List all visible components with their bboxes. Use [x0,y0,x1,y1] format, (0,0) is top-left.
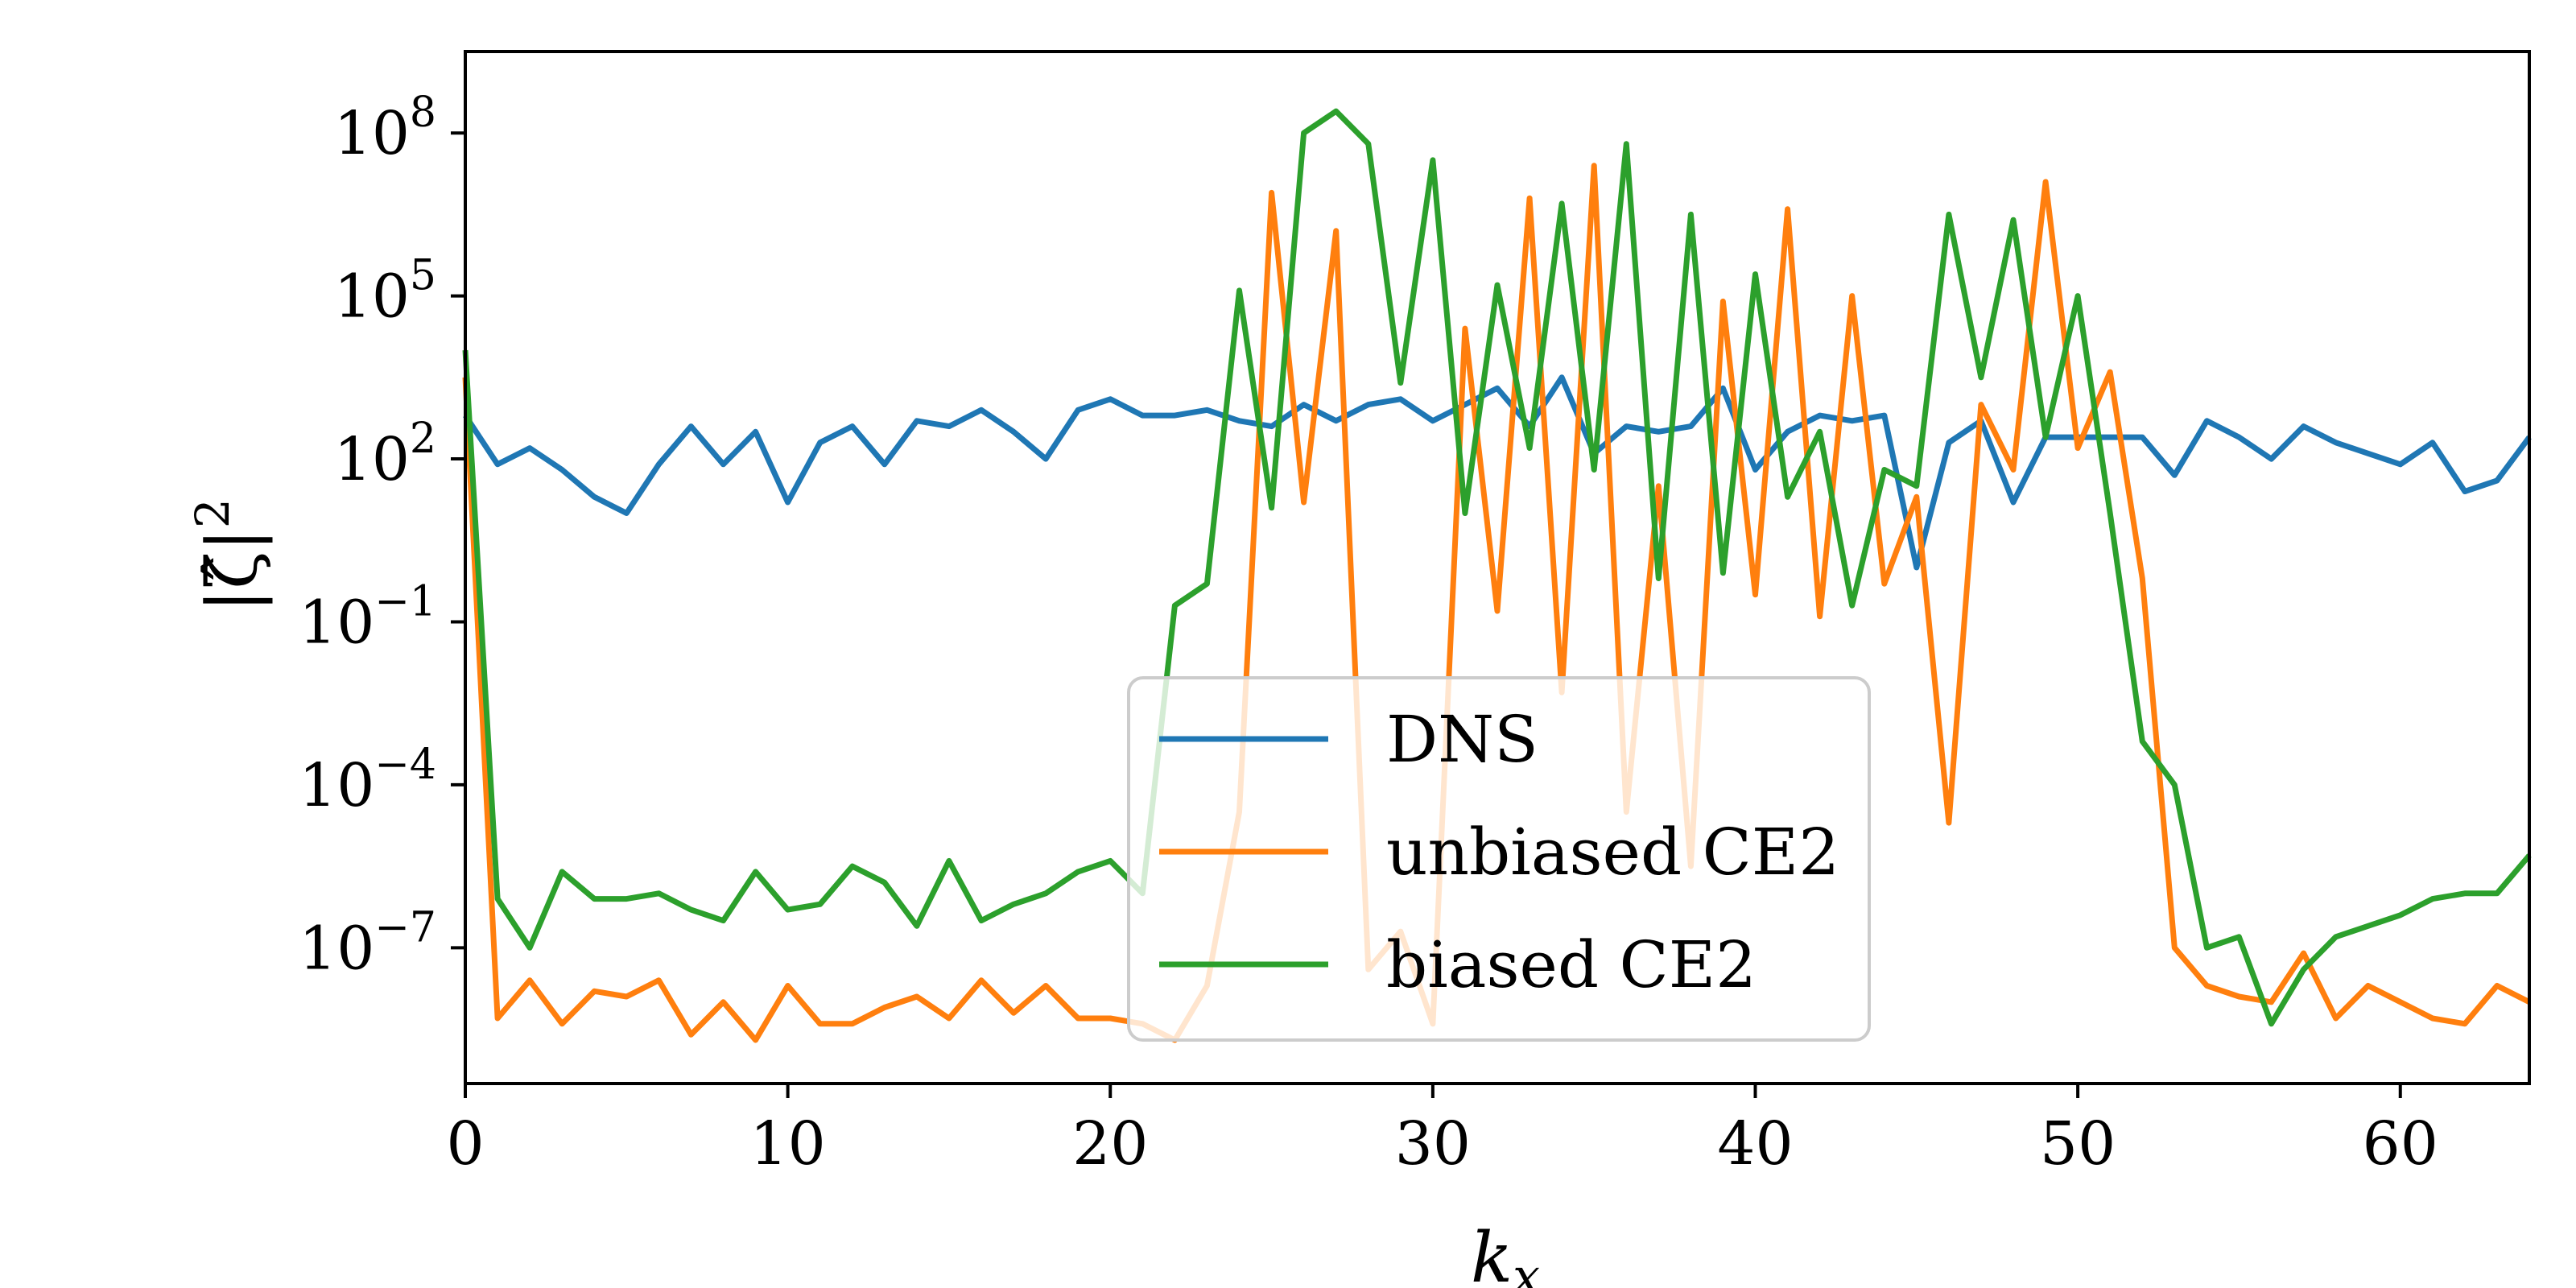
x-tick-label: 30 [1395,1109,1471,1179]
x-tick-label: 0 [446,1109,484,1179]
x-axis: 0 10 20 30 40 50 60 [446,1084,2438,1179]
series-layer [462,108,2532,1043]
x-axis-label-sub: x [1513,1249,1540,1288]
y-axis-label-main: |ζ̂| [192,528,273,613]
x-tick-label: 60 [2363,1109,2438,1179]
legend-box [1127,676,1871,1042]
y-axis: 108 105 102 10−1 10−4 10−7 [299,89,465,983]
series-line-2 [462,108,2532,1027]
y-tick-label: 10−7 [299,903,436,983]
y-axis-label: |ζ̂|2 [185,498,273,612]
x-tick-label: 20 [1072,1109,1148,1179]
series-line-0 [463,374,2532,571]
x-tick-label: 10 [750,1109,826,1179]
legend-label-0: DNS [1386,702,1538,777]
y-tick-label: 10−1 [299,577,436,657]
x-tick-label: 40 [1717,1109,1793,1179]
legend: DNS unbiased CE2 biased CE2 [1127,676,1871,1042]
legend-label-1: unbiased CE2 [1386,815,1839,890]
y-tick-label: 105 [334,252,436,332]
plot-frame [464,50,2531,1085]
x-tick-label: 50 [2040,1109,2116,1179]
y-tick-label: 10−4 [299,741,436,820]
y-tick-label: 108 [334,89,436,168]
legend-label-2: biased CE2 [1386,927,1757,1002]
x-axis-label: kx [1471,1218,1540,1288]
x-axis-label-main: k [1471,1218,1513,1288]
series-line-1 [462,163,2531,1043]
y-tick-label: 102 [334,415,436,494]
y-axis-label-sup: 2 [185,498,240,528]
